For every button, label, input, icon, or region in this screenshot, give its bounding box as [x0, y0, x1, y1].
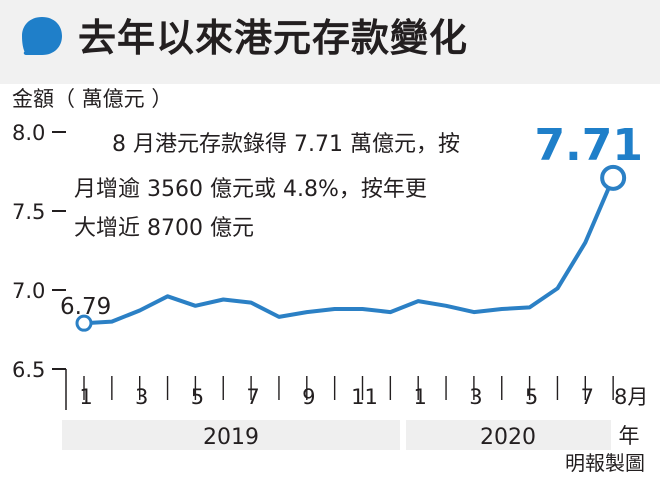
speech-bubble-icon: [22, 17, 62, 55]
annotation-line: 大增近 8700 億元: [74, 216, 254, 241]
x-tick-label: 3: [469, 385, 482, 409]
x-tick-label: 5: [191, 385, 204, 409]
series-layer: [75, 164, 627, 332]
year-band: [406, 420, 611, 450]
x-tick-label: 5: [525, 385, 538, 409]
year-label: 2020: [480, 425, 536, 450]
x-tick-label: 7: [581, 385, 594, 409]
annotation-line: 8 月港元存款錄得 7.71 萬億元，按: [112, 132, 460, 157]
series-line: [82, 175, 616, 326]
y-tick-label: 6.5: [12, 358, 45, 382]
x-tick-label: 8月: [614, 385, 648, 409]
credit-text: 明報製圖: [565, 451, 645, 475]
end-value-label: 7.71: [534, 120, 643, 171]
start-value-label: 6.79: [60, 294, 111, 320]
x-tick-label: 7: [246, 385, 259, 409]
y-tick-label: 7.0: [12, 279, 45, 303]
chart-title: 去年以來港元存款變化: [78, 15, 469, 60]
annotation: 8 月港元存款錄得 7.71 萬億元，按 月增逾 3560 億元或 4.8%，按…: [74, 132, 460, 241]
x-axis-unit-suffix: 年: [619, 424, 640, 448]
annotation-line: 月增逾 3560 億元或 4.8%，按年更: [74, 177, 427, 202]
end-point-marker: [600, 164, 627, 191]
x-tick-label: 3: [135, 385, 148, 409]
x-tick-label: 11: [351, 385, 378, 409]
x-tick-label: 1: [414, 385, 427, 409]
year-label: 2019: [203, 425, 259, 450]
x-tick-label: 9: [302, 385, 315, 409]
x-tick-label: 1: [79, 385, 92, 409]
y-axis: 8.0 7.5 7.0 6.5: [12, 121, 67, 410]
y-axis-unit-label: 金額（ 萬億元 ）: [12, 87, 172, 111]
y-tick-label: 8.0: [12, 121, 45, 145]
year-band: [62, 420, 400, 450]
y-tick-label: 7.5: [12, 200, 45, 224]
start-point-marker: [75, 314, 93, 332]
title-bar: 去年以來港元存款變化: [0, 0, 660, 84]
